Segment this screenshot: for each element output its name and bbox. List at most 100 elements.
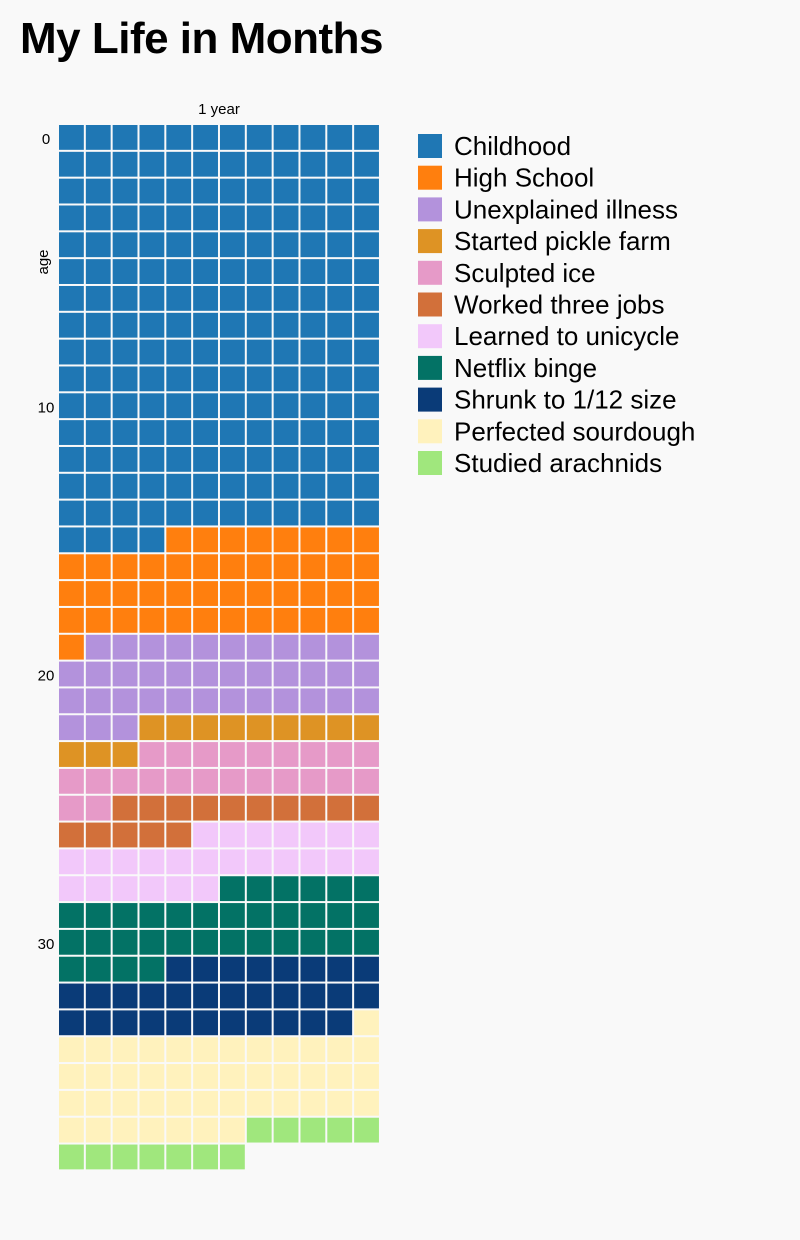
waffle-cell — [300, 554, 326, 580]
waffle-cell — [273, 715, 299, 741]
waffle-cell — [273, 205, 299, 231]
waffle-cell — [112, 205, 138, 231]
waffle-cell — [246, 822, 272, 848]
waffle-cell — [219, 366, 245, 392]
waffle-cell — [139, 151, 165, 177]
waffle-cell — [246, 366, 272, 392]
legend-label: Shrunk to 1/12 size — [454, 385, 677, 415]
waffle-cell — [112, 125, 138, 150]
waffle-cell — [112, 795, 138, 821]
waffle-cell — [59, 876, 84, 902]
waffle-cell — [300, 527, 326, 553]
waffle-cell — [139, 1064, 165, 1089]
waffle-cell — [166, 956, 192, 982]
waffle-cell — [166, 634, 192, 660]
waffle-cell — [112, 259, 138, 284]
waffle-cell — [59, 795, 84, 821]
waffle-cell — [327, 1064, 353, 1089]
waffle-cell — [193, 151, 218, 177]
waffle-cell — [166, 929, 192, 955]
waffle-cell — [273, 607, 299, 633]
waffle-cell — [327, 956, 353, 982]
waffle-cell — [219, 822, 245, 848]
waffle-cell — [219, 1037, 245, 1063]
waffle-cell — [112, 1064, 138, 1089]
waffle-cell — [193, 1117, 218, 1143]
waffle-cell — [85, 581, 111, 606]
waffle-cell — [166, 420, 192, 445]
waffle-cell — [327, 554, 353, 580]
waffle-cell — [139, 876, 165, 902]
waffle-cell — [300, 1117, 326, 1143]
legend-label: Worked three jobs — [454, 290, 665, 320]
waffle-cell — [59, 473, 84, 499]
waffle-cell — [273, 876, 299, 902]
waffle-cell — [59, 393, 84, 419]
waffle-cell — [166, 366, 192, 392]
waffle-cell — [112, 1144, 138, 1170]
waffle-cell — [219, 1064, 245, 1089]
waffle-cell — [273, 393, 299, 419]
waffle-cell — [112, 768, 138, 794]
waffle-cell — [354, 768, 379, 794]
waffle-cell — [354, 259, 379, 284]
waffle-cell — [246, 876, 272, 902]
waffle-cell — [246, 715, 272, 741]
waffle-cell — [300, 929, 326, 955]
waffle-cell — [354, 312, 379, 338]
waffle-cell — [85, 742, 111, 767]
waffle-cell — [193, 715, 218, 741]
waffle-cell — [300, 473, 326, 499]
waffle-cell — [59, 1064, 84, 1089]
waffle-cell — [193, 1144, 218, 1170]
waffle-cell — [85, 1090, 111, 1116]
waffle-cell — [59, 768, 84, 794]
waffle-cell — [59, 205, 84, 231]
waffle-cell — [193, 634, 218, 660]
waffle-cell — [166, 1010, 192, 1036]
waffle-cell — [166, 876, 192, 902]
waffle-cell — [219, 393, 245, 419]
waffle-cell — [59, 581, 84, 606]
waffle-cell — [327, 312, 353, 338]
waffle-cell — [112, 903, 138, 928]
waffle-cell — [166, 822, 192, 848]
waffle-cell — [193, 742, 218, 767]
waffle-cell — [300, 634, 326, 660]
waffle-cell — [166, 151, 192, 177]
waffle-cell — [85, 312, 111, 338]
waffle-cell — [354, 607, 379, 633]
waffle-cell — [327, 768, 353, 794]
waffle-cell — [59, 661, 84, 687]
waffle-cell — [59, 1144, 84, 1170]
waffle-cell — [59, 715, 84, 741]
waffle-cell — [112, 929, 138, 955]
waffle-cell — [219, 742, 245, 767]
waffle-cell — [273, 125, 299, 150]
waffle-cell — [139, 420, 165, 445]
waffle-cell — [246, 205, 272, 231]
waffle-cell — [300, 581, 326, 606]
waffle-cell — [300, 446, 326, 472]
waffle-cell — [354, 688, 379, 714]
waffle-cell — [85, 151, 111, 177]
waffle-cell — [112, 339, 138, 365]
waffle-cell — [139, 312, 165, 338]
waffle-cell — [112, 1117, 138, 1143]
waffle-cell — [166, 983, 192, 1009]
waffle-cell — [112, 849, 138, 875]
legend-swatch — [418, 260, 442, 285]
x-axis-label: 1 year — [198, 101, 240, 118]
waffle-cell — [219, 527, 245, 553]
waffle-cell — [300, 1090, 326, 1116]
waffle-cell — [354, 366, 379, 392]
waffle-cell — [85, 232, 111, 258]
waffle-cell — [85, 822, 111, 848]
waffle-cell — [166, 795, 192, 821]
waffle-cell — [59, 232, 84, 258]
legend-label: Sculpted ice — [454, 258, 596, 288]
waffle-cell — [300, 795, 326, 821]
waffle-cell — [327, 822, 353, 848]
waffle-cell — [219, 688, 245, 714]
waffle-cell — [193, 312, 218, 338]
